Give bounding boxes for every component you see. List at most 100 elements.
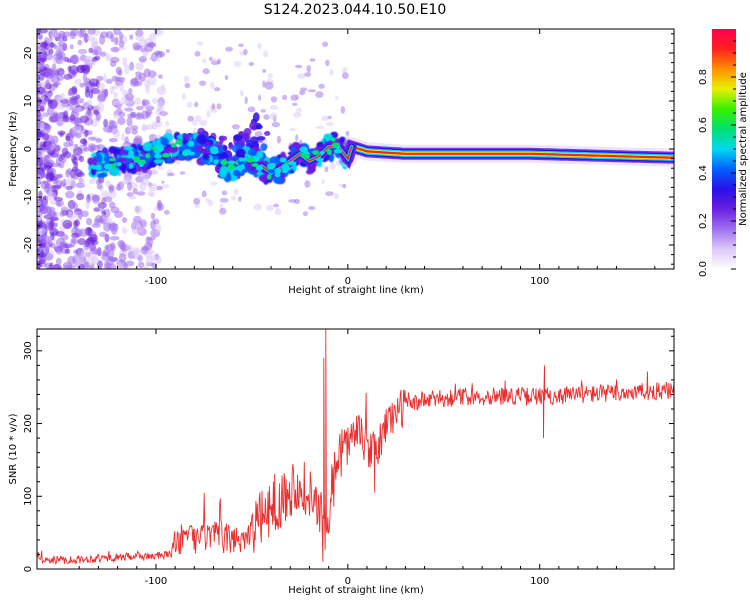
noise-blob [321, 179, 324, 184]
noise-blob [62, 36, 67, 42]
noise-blob [103, 92, 107, 98]
noise-blob [69, 140, 74, 146]
noise-blob [272, 122, 280, 128]
hot-blob [154, 154, 162, 159]
noise-blob [211, 110, 218, 113]
noise-blob [308, 89, 316, 92]
noise-blob [72, 126, 81, 133]
hot-blob [183, 149, 192, 156]
noise-blob [63, 74, 72, 80]
noise-blob [97, 219, 104, 224]
hot-blob [281, 164, 289, 170]
noise-blob [46, 207, 56, 212]
hot-blob [300, 146, 309, 153]
noise-blob [273, 204, 279, 208]
noise-blob [63, 151, 72, 158]
noise-blob [73, 202, 79, 210]
noise-blob [299, 91, 305, 96]
noise-blob [44, 165, 51, 170]
noise-blob [203, 68, 210, 74]
noise-blob [52, 63, 56, 71]
noise-blob [109, 223, 119, 231]
x-tick-label: -100 [145, 276, 168, 287]
noise-blob [40, 122, 45, 130]
noise-blob [144, 43, 153, 52]
noise-blob [322, 116, 329, 121]
noise-blob [335, 96, 339, 99]
noise-blob [56, 145, 61, 152]
snr-xlabel: Height of straight line (km) [288, 585, 424, 596]
signal-blob [260, 143, 267, 151]
hot-blob [332, 142, 340, 147]
ridge-blob [269, 156, 280, 164]
noise-blob [214, 87, 220, 91]
noise-blob [68, 211, 72, 220]
noise-blob [129, 195, 136, 199]
noise-blob [194, 102, 198, 108]
noise-blob [295, 65, 302, 69]
noise-blob [98, 83, 105, 89]
hot-blob [316, 158, 324, 162]
noise-blob [86, 218, 92, 226]
ridge-blob [236, 149, 246, 159]
noise-blob [231, 196, 237, 200]
noise-blob [105, 54, 111, 62]
signal-blob [264, 131, 270, 136]
colorbar-tick-label: 0.8 [698, 69, 709, 85]
noise-blob [212, 103, 215, 110]
noise-blob [84, 262, 90, 268]
noise-blob [199, 80, 206, 85]
noise-blob [290, 128, 296, 131]
noise-blob [113, 111, 119, 119]
hot-blob [227, 163, 234, 169]
colorbar-tick-label: 0.4 [698, 165, 709, 181]
noise-blob [134, 205, 143, 214]
noise-blob [121, 133, 125, 141]
noise-blob [325, 191, 334, 196]
noise-blob [74, 144, 78, 148]
noise-blob [88, 137, 96, 141]
noise-blob [166, 49, 170, 53]
noise-blob [282, 95, 287, 100]
noise-blob [87, 35, 94, 41]
noise-blob [193, 198, 200, 205]
y-tick-label: 10 [23, 95, 34, 108]
noise-blob [342, 67, 347, 73]
x-tick-label: 100 [530, 276, 549, 287]
noise-blob [46, 53, 53, 60]
noise-blob [99, 232, 107, 238]
noise-blob [69, 114, 75, 120]
noise-blob [51, 135, 58, 144]
noise-blob [114, 211, 123, 218]
noise-blob [42, 133, 49, 141]
noise-blob [48, 99, 58, 109]
noise-blob [124, 64, 130, 74]
noise-blob [116, 184, 121, 191]
noise-blob [71, 233, 79, 239]
noise-blob [132, 221, 139, 226]
noise-blob [133, 249, 139, 258]
noise-blob [113, 100, 121, 105]
hot-blob [331, 137, 336, 141]
noise-blob [175, 161, 181, 165]
noise-blob [41, 235, 50, 244]
ridge-blob [113, 149, 119, 154]
noise-blob [79, 156, 84, 163]
noise-blob [40, 58, 47, 63]
noise-blob [92, 256, 100, 264]
noise-blob [206, 110, 211, 117]
noise-blob [297, 73, 305, 79]
noise-blob [109, 138, 118, 143]
noise-blob [70, 54, 80, 64]
noise-blob [128, 88, 132, 94]
noise-blob [119, 32, 123, 40]
noise-blob [84, 130, 88, 137]
noise-blob [85, 199, 90, 209]
noise-blob [59, 160, 65, 168]
noise-blob [157, 203, 164, 210]
noise-blob [105, 217, 112, 224]
noise-blob [238, 196, 242, 202]
noise-blob [255, 131, 263, 137]
noise-blob [342, 72, 349, 79]
noise-blob [234, 188, 239, 195]
